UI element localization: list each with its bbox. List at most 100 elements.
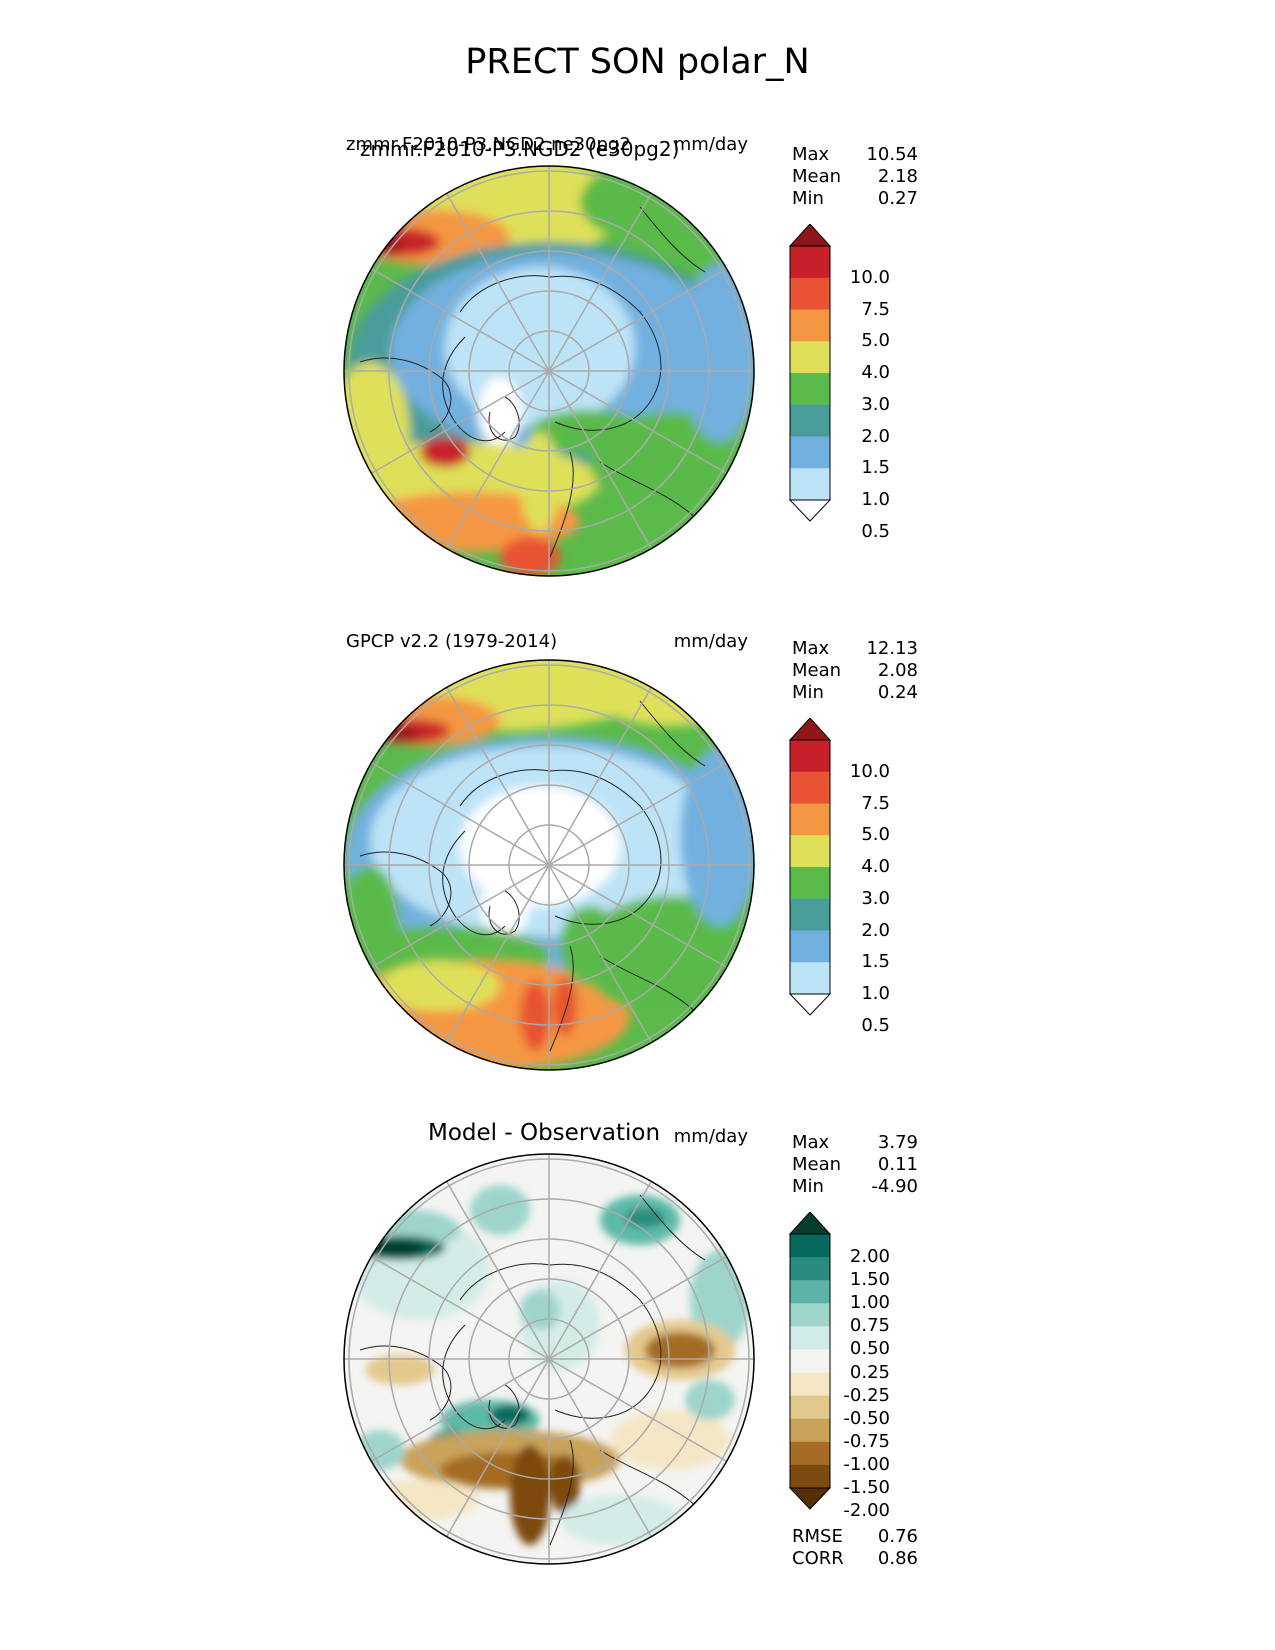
stat-value: 2.08 <box>877 660 918 681</box>
stat-label: Mean <box>792 166 842 187</box>
stat-value: -4.90 <box>871 1176 918 1197</box>
colorbar-tick-label: 7.5 <box>861 298 890 320</box>
colorbar-bin <box>790 962 830 995</box>
colorbar-extend-min <box>788 499 832 522</box>
stat-label: Mean <box>792 1154 842 1175</box>
colorbar-tick-label: 4.0 <box>861 362 890 383</box>
colorbar-extend-max <box>788 718 832 741</box>
colorbar-bin <box>790 1326 830 1350</box>
colorbar-tick-label: 1.0 <box>861 489 890 510</box>
colorbar-bin <box>790 277 830 310</box>
stat-value: 0.27 <box>877 188 918 209</box>
colorbar-bin <box>790 341 830 374</box>
colorbar-tick-label: 10.0 <box>849 266 890 288</box>
colorbar-tick-label: 0.50 <box>849 1338 890 1360</box>
colorbar-tick-label: 5.0 <box>861 330 890 352</box>
metric-value: 0.86 <box>877 1548 918 1569</box>
colorbar-tick-label: 3.0 <box>861 887 890 909</box>
stat-label: Min <box>792 188 824 209</box>
colorbar-tick-label: 3.0 <box>861 393 890 415</box>
colorbar-tick-label: 5.0 <box>861 824 890 846</box>
colorbar-tick-label: -2.00 <box>843 1500 890 1522</box>
stat-label: Min <box>792 682 824 703</box>
figure-title: PRECT SON polar_N <box>465 42 810 82</box>
colorbar-bin <box>790 1395 830 1420</box>
colorbar-tick-label: -0.75 <box>843 1430 890 1452</box>
colorbar-bin <box>790 404 830 437</box>
colorbar-extend-min <box>788 1487 832 1510</box>
colorbar-bin <box>790 1257 830 1281</box>
colorbar-tick-label: 7.5 <box>861 792 890 814</box>
stat-label: Max <box>792 1132 830 1153</box>
stat-value: 12.13 <box>866 638 918 659</box>
colorbar-bin <box>790 1234 830 1258</box>
colorbar-bin <box>790 771 830 804</box>
stat-value: 0.11 <box>877 1154 918 1175</box>
panel-title-left: GPCP v2.2 (1979-2014) <box>346 631 558 652</box>
colorbar-tick-label: 0.5 <box>861 1014 890 1036</box>
colorbar-tick-label: -0.50 <box>843 1407 890 1429</box>
colorbar <box>788 224 832 522</box>
colorbar-bin <box>790 740 830 773</box>
panel-units: mm/day <box>673 134 748 155</box>
colorbar-tick-label: -1.50 <box>843 1477 890 1498</box>
stats-box: Max 10.54 Mean 2.18 Min 0.27 <box>792 144 918 210</box>
stat-label: Mean <box>792 660 842 681</box>
colorbar-bin <box>790 373 830 406</box>
colorbar-bin <box>790 246 830 279</box>
stat-label: Min <box>792 1176 824 1197</box>
colorbar-outline <box>789 245 831 501</box>
metrics-box: RMSE 0.76 CORR 0.86 <box>792 1526 918 1570</box>
metric-value: 0.76 <box>877 1526 918 1547</box>
colorbar-tick-label: 2.0 <box>861 919 890 941</box>
panel-title-center: Model - Observation <box>428 1120 661 1146</box>
colorbar-bin <box>790 1441 830 1466</box>
stats-box: Max 12.13 Mean 2.08 Min 0.24 <box>792 638 918 704</box>
colorbar-bin <box>790 1303 830 1327</box>
colorbar-tick-label: 2.0 <box>861 425 890 447</box>
metric-label: RMSE <box>792 1526 843 1547</box>
colorbar-outline <box>789 739 831 995</box>
colorbar-tick-label: 1.50 <box>849 1269 890 1291</box>
colorbar-bin <box>790 468 830 501</box>
panel-title-left: zmmr.F2010-P3.NGD2.ne30pg2 <box>346 134 631 155</box>
colorbar-bin <box>790 898 830 931</box>
polar-map-difference <box>343 1153 755 1565</box>
colorbar-tick-label: 0.5 <box>861 520 890 542</box>
stat-label: Max <box>792 144 830 165</box>
colorbar-tick-label: 4.0 <box>861 856 890 877</box>
colorbar-tick-label: -1.00 <box>843 1453 890 1475</box>
metric-label: CORR <box>792 1548 844 1569</box>
stat-label: Max <box>792 638 830 659</box>
colorbar-bin <box>790 1418 830 1443</box>
colorbar-tick-label: 1.0 <box>861 983 890 1004</box>
colorbar-tick-label: -0.25 <box>843 1384 890 1406</box>
colorbar-tick-label: 1.5 <box>861 457 890 479</box>
colorbar-bin <box>790 867 830 900</box>
colorbar-tick-label: 0.25 <box>849 1361 890 1383</box>
panel-units: mm/day <box>673 1126 748 1147</box>
polar-map-test <box>343 165 755 577</box>
colorbar-extend-max <box>788 1212 832 1235</box>
colorbar-bin <box>790 835 830 868</box>
colorbar-bin <box>790 436 830 469</box>
colorbar-bin <box>790 1372 830 1397</box>
colorbar-tick-label: 2.00 <box>849 1246 890 1268</box>
panel-title-left-overlap: zmmr.F2010-P3.NGD2 (e30pg2) <box>360 137 680 161</box>
colorbar-extend-min <box>788 993 832 1016</box>
colorbar-bin <box>790 1349 830 1374</box>
colorbar-bin <box>790 1280 830 1304</box>
colorbar-bin <box>790 803 830 836</box>
stat-value: 2.18 <box>877 166 918 187</box>
colorbar-tick-label: 1.00 <box>849 1292 890 1314</box>
colorbar-bin <box>790 309 830 342</box>
colorbar-tick-label: 0.75 <box>849 1315 890 1337</box>
colorbar-bin <box>790 930 830 963</box>
colorbar-extend-max <box>788 224 832 247</box>
stat-value: 0.24 <box>877 682 918 703</box>
panel-units: mm/day <box>673 631 748 652</box>
colorbar-bin <box>790 1464 830 1489</box>
stat-value: 10.54 <box>866 144 918 165</box>
stats-box: Max 3.79 Mean 0.11 Min -4.90 <box>792 1132 918 1198</box>
colorbar <box>788 1212 832 1510</box>
